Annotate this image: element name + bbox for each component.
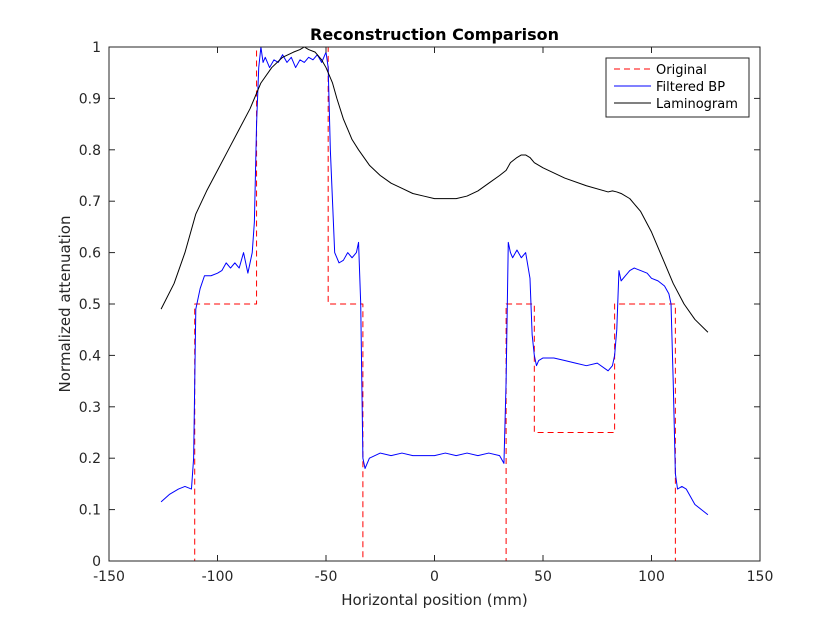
x-tick-label: 100: [638, 569, 665, 585]
x-tick-label: 150: [747, 569, 774, 585]
y-tick-label: 0.3: [79, 400, 101, 416]
x-tick-label: -150: [93, 569, 125, 585]
legend-label: Laminogram: [656, 97, 738, 112]
x-tick-label: -100: [202, 569, 234, 585]
y-tick-label: 0.2: [79, 451, 101, 467]
y-tick-label: 0.4: [79, 348, 101, 364]
x-tick-label: -50: [315, 569, 338, 585]
y-tick-label: 0: [92, 554, 101, 570]
legend-label: Original: [656, 63, 707, 78]
ticks-layer: -150 -100 -50 0 50 100 150 0 0.1 0.2 0.3 0.4 0.5 0.6 0…: [79, 40, 774, 585]
y-tick-label: 0.7: [79, 194, 101, 210]
y-tick-label: 0.5: [79, 297, 101, 313]
y-tick-label: 0.8: [79, 143, 101, 159]
y-axis-label: Normalized attenuation: [56, 216, 74, 393]
y-tick-label: 1: [92, 40, 101, 56]
x-axis-label: Horizontal position (mm): [341, 591, 527, 609]
legend-box: [605, 57, 750, 118]
chart-title: Reconstruction Comparison: [310, 25, 559, 44]
series-line-laminogram: [160, 46, 709, 333]
y-tick-label: 0.9: [79, 91, 101, 107]
series-line-filtered-bp: [160, 46, 709, 516]
x-tick-label: 50: [534, 569, 552, 585]
legend-label: Filtered BP: [656, 80, 725, 95]
x-tick-label: 0: [430, 569, 439, 585]
y-tick-label: 0.6: [79, 246, 101, 262]
y-tick-label: 0.1: [79, 503, 101, 519]
legend: Original Filtered BP Laminogram: [605, 57, 750, 118]
